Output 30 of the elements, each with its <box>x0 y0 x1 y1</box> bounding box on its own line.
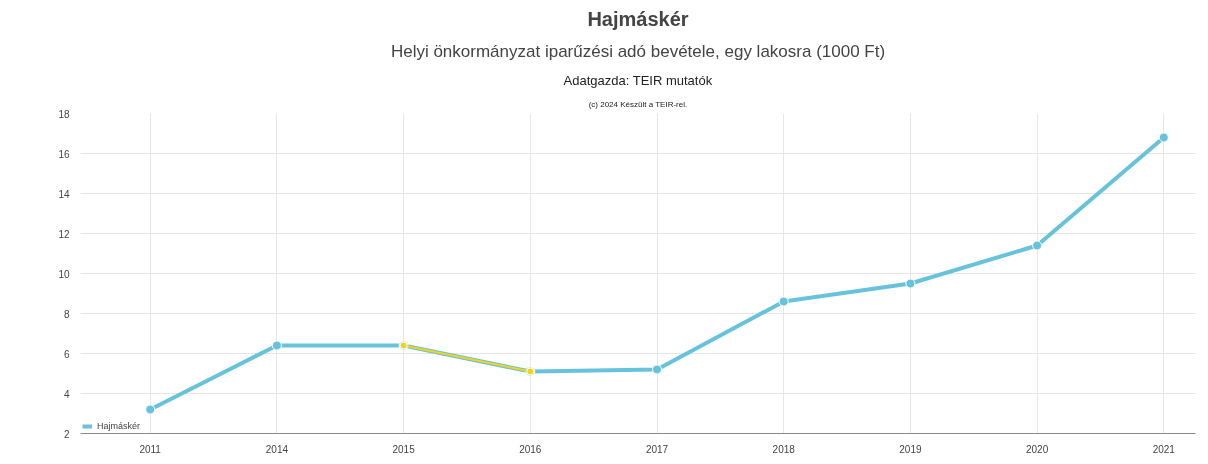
x-tick-label: 2017 <box>645 443 669 455</box>
x-tick-label: 2011 <box>139 443 162 455</box>
y-tick-label: 8 <box>63 308 70 320</box>
y-tick-label: 12 <box>58 228 70 240</box>
point <box>1158 132 1169 143</box>
y-tick-label: 6 <box>63 348 70 360</box>
y-tick-label: 10 <box>58 268 70 280</box>
text: (c) 2024 Készült a TEIR-rel. <box>588 99 688 109</box>
y-tick-label: 4 <box>63 388 70 400</box>
point <box>271 340 282 351</box>
point <box>652 364 663 375</box>
x-tick-label: 2014 <box>265 443 289 455</box>
chart-subtitle: Helyi önkormányzat iparűzési adó bevétele, egy lakosra (1000 Ft) <box>390 41 886 61</box>
y-tick-label: 14 <box>58 188 70 200</box>
y-tick-label: 18 <box>58 108 70 120</box>
text: Adatgazda: TEIR mutatók <box>563 72 713 88</box>
point <box>145 404 156 415</box>
y-tick-label: 2 <box>63 428 70 440</box>
x-tick-label: 2019 <box>899 443 922 455</box>
x-tick-label: 2021 <box>1152 443 1176 455</box>
x-tick-label: 2020 <box>1026 443 1049 455</box>
point <box>1032 240 1043 251</box>
y-tick-label: 16 <box>58 148 70 160</box>
x-tick-label: 2016 <box>519 443 542 455</box>
x-tick-label: 2015 <box>392 443 416 455</box>
point <box>778 296 789 307</box>
x-tick-label: 2018 <box>772 443 796 455</box>
chart-title: Hajmáskér <box>587 7 689 30</box>
point <box>905 278 916 289</box>
legend-label: Hajmáskér <box>97 421 141 431</box>
